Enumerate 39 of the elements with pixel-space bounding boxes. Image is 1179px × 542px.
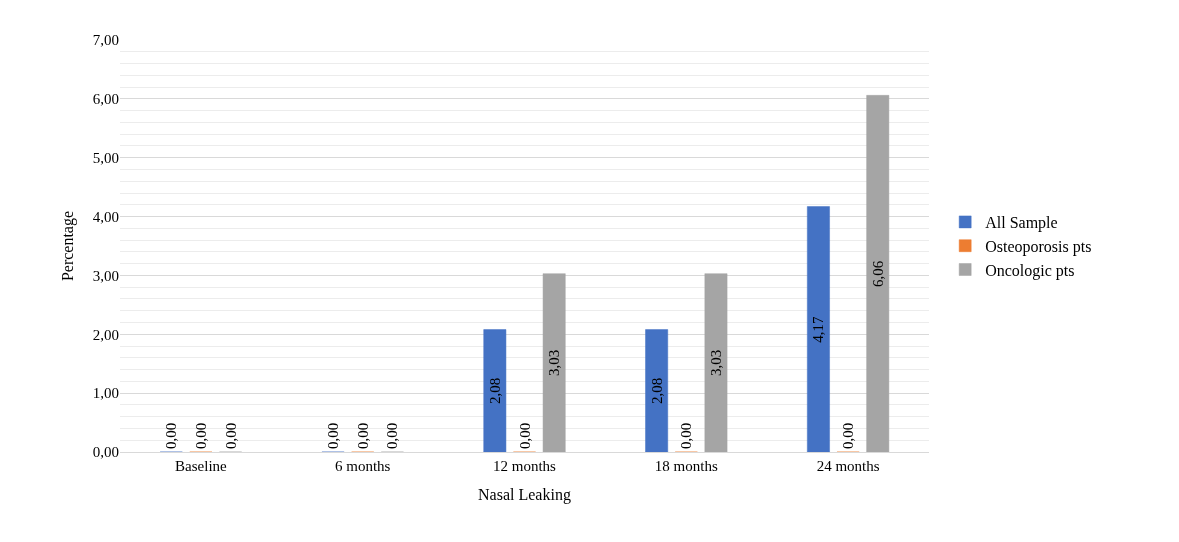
- data-label: 4,17: [810, 315, 827, 343]
- data-label: 0,00: [192, 422, 209, 449]
- bar: [704, 273, 728, 452]
- bar: [483, 329, 507, 452]
- data-label: 0,00: [163, 422, 180, 449]
- data-label: 3,03: [707, 349, 724, 376]
- data-label: 0,00: [325, 422, 342, 449]
- data-label: 0,00: [384, 422, 401, 449]
- data-label: 3,03: [546, 349, 563, 376]
- bar: [542, 273, 566, 452]
- y-tick-label: 6,00: [92, 91, 119, 108]
- bar: [866, 95, 890, 452]
- legend-label: Oncologic pts: [985, 261, 1075, 280]
- x-tick-label: 18 months: [654, 458, 718, 474]
- y-tick-label: 3,00: [92, 267, 119, 284]
- legend-label: All Sample: [985, 214, 1058, 233]
- y-tick-label: 2,00: [92, 326, 119, 343]
- x-axis-title: Nasal Leaking: [478, 485, 571, 504]
- data-label: 6,06: [869, 260, 886, 288]
- x-tick-label: 24 months: [816, 458, 880, 474]
- y-tick-label: 0,00: [92, 444, 119, 461]
- data-label: 0,00: [840, 422, 857, 449]
- data-label: 0,00: [222, 422, 239, 449]
- legend-label: Osteoporosis pts: [985, 237, 1092, 256]
- y-axis-title: Percentage: [58, 210, 77, 282]
- bar: [645, 329, 669, 452]
- data-label: 0,00: [516, 422, 533, 449]
- x-tick-label: 12 months: [493, 458, 557, 474]
- bar: [807, 206, 830, 452]
- data-label: 0,00: [354, 422, 371, 449]
- x-tick-label: 6 months: [334, 458, 391, 474]
- data-label: 2,08: [648, 377, 665, 404]
- x-tick-label: Baseline: [175, 458, 228, 474]
- y-tick-label: 4,00: [92, 208, 119, 225]
- y-tick-label: 7,00: [92, 32, 119, 49]
- y-tick-label: 5,00: [92, 149, 119, 166]
- y-tick-label: 1,00: [92, 385, 119, 402]
- data-label: 2,08: [486, 377, 503, 404]
- data-label: 0,00: [678, 422, 695, 449]
